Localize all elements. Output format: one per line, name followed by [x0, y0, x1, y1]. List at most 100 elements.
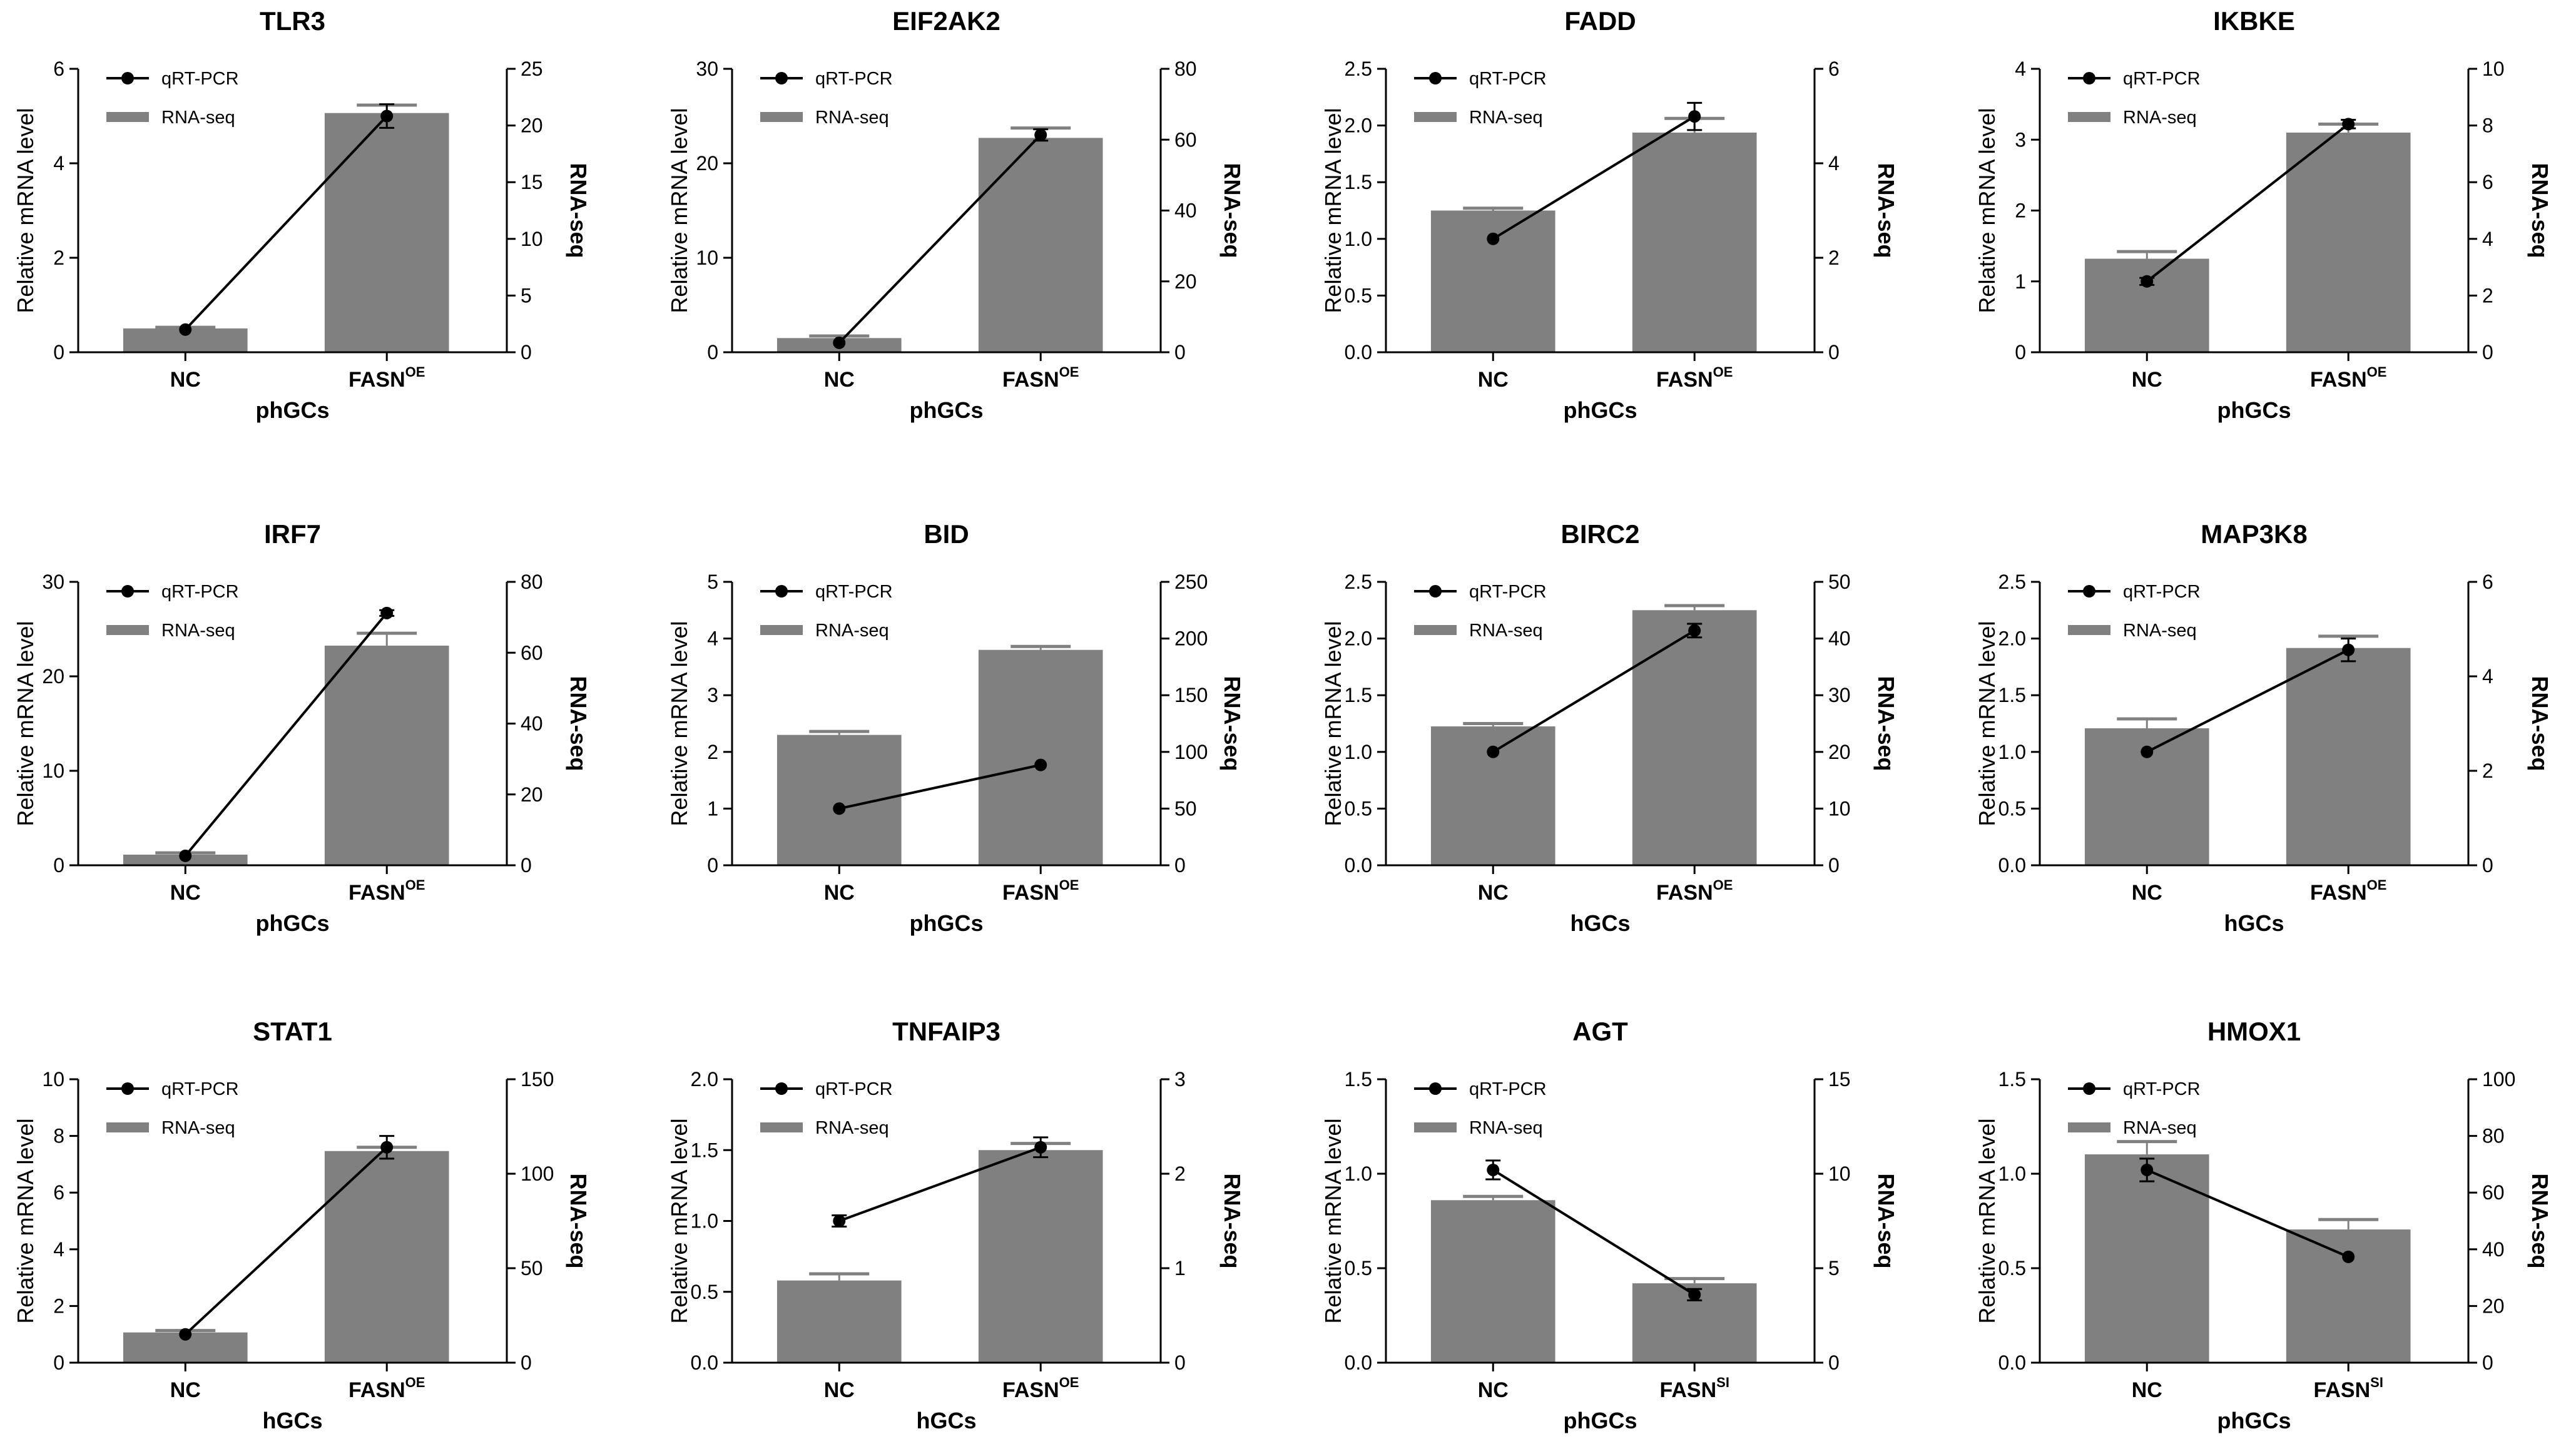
x-axis-title: hGCs: [916, 1408, 976, 1433]
left-tick-label: 0.0: [1345, 854, 1372, 877]
left-tick-label: 0.5: [1345, 1257, 1372, 1279]
left-tick-label: 4: [707, 628, 718, 650]
point-qrt-pcr-0: [833, 336, 846, 349]
category-label-base: FASN: [2310, 881, 2367, 905]
legend-label-qrt-pcr: qRT-PCR: [2123, 582, 2201, 602]
right-tick-label: 0: [1828, 1351, 1840, 1374]
right-axis-title: RNA-seq: [1219, 163, 1245, 258]
right-tick-label: 50: [521, 1257, 543, 1279]
legend-label-rna-seq: RNA-seq: [815, 621, 889, 641]
chart-panel-hmox1: HMOX1 0.0 0.5 1.0 1.5 0 20 40 60 80 100 NC FASNSI phG…: [1974, 1017, 2553, 1433]
x-axis-title: phGCs: [1563, 397, 1637, 423]
category-label-base: FASN: [1656, 368, 1713, 392]
right-tick-label: 6: [2482, 571, 2493, 593]
left-tick-label: 1.0: [1345, 741, 1372, 763]
category-label: FASNSI: [2313, 1375, 2383, 1402]
right-tick-label: 80: [521, 571, 543, 593]
legend-label-rna-seq: RNA-seq: [1469, 108, 1543, 128]
point-qrt-pcr-0: [179, 849, 192, 862]
right-tick-label: 0: [2482, 341, 2493, 364]
left-axis-title: Relative mRNA level: [1974, 1118, 2000, 1323]
category-label: NC: [1478, 368, 1509, 392]
left-tick-label: 0.5: [1345, 797, 1372, 820]
left-tick-label: 1.5: [1998, 1068, 2026, 1091]
right-tick-label: 3: [1174, 1068, 1186, 1091]
right-tick-label: 8: [2482, 114, 2493, 137]
legend-point-swatch: [775, 72, 788, 84]
right-tick-label: 40: [1828, 628, 1851, 650]
left-tick-label: 2: [53, 1294, 64, 1317]
category-label: NC: [170, 368, 201, 392]
x-axis-title: phGCs: [909, 910, 983, 936]
left-tick-label: 10: [696, 247, 718, 269]
right-axis-title: RNA-seq: [1219, 1173, 1245, 1268]
category-label-superscript: OE: [405, 1375, 425, 1390]
legend-bar-swatch: [2068, 112, 2110, 122]
bar-rna-seq-1: [1632, 610, 1757, 865]
left-axis-title: Relative mRNA level: [1320, 1118, 1346, 1323]
left-tick-label: 0: [707, 341, 718, 364]
category-label: FASNOE: [349, 364, 425, 392]
right-tick-label: 0: [1828, 341, 1840, 364]
legend-point-swatch: [775, 1082, 788, 1095]
legend-label-rna-seq: RNA-seq: [2123, 621, 2197, 641]
left-tick-label: 0.0: [1345, 1351, 1372, 1374]
category-label-base: FASN: [1659, 1378, 1716, 1402]
x-axis-title: hGCs: [2224, 910, 2284, 936]
point-qrt-pcr-0: [1487, 232, 1500, 245]
point-qrt-pcr-1: [1688, 1288, 1701, 1301]
legend-point-swatch: [1429, 585, 1442, 597]
left-axis-title: Relative mRNA level: [666, 108, 692, 313]
left-axis-title: Relative mRNA level: [13, 108, 38, 313]
category-label-base: NC: [2132, 368, 2162, 392]
chart-panel-ikbke: IKBKE 0 1 2 3 4 0 2 4 6 8 10 NC FASNOE phGCs Relative m…: [1974, 6, 2553, 423]
legend-point-swatch: [2083, 585, 2095, 597]
chart-panel-birc2: BIRC2 0.0 0.5 1.0 1.5 2.0 2.5 0 10 20 30 40 50 NC FASN…: [1320, 519, 1899, 936]
category-label-base: NC: [1478, 368, 1509, 392]
category-label-superscript: OE: [2367, 364, 2387, 380]
category-label-superscript: OE: [1059, 1375, 1079, 1390]
right-tick-label: 100: [2482, 1068, 2515, 1091]
left-tick-label: 4: [2015, 58, 2026, 80]
right-tick-label: 2: [2482, 760, 2493, 782]
category-label-superscript: SI: [1716, 1375, 1729, 1390]
left-tick-label: 1.0: [691, 1210, 718, 1233]
legend-label-qrt-pcr: qRT-PCR: [161, 69, 239, 89]
legend-point-swatch: [1429, 72, 1442, 84]
right-tick-label: 2: [1174, 1162, 1186, 1185]
line-qrt-pcr: [1492, 629, 1696, 753]
category-label-base: NC: [2132, 881, 2162, 905]
right-tick-label: 20: [2482, 1294, 2505, 1317]
x-axis-title: hGCs: [1570, 910, 1630, 936]
category-label-base: FASN: [349, 1378, 405, 1402]
chart-panel-fadd: FADD 0.0 0.5 1.0 1.5 2.0 2.5 0 2 4 6 NC FASNOE phGCs R…: [1320, 6, 1899, 423]
right-tick-label: 20: [521, 783, 543, 806]
point-qrt-pcr-1: [1034, 758, 1047, 771]
left-tick-label: 1: [707, 797, 718, 820]
line-qrt-pcr: [184, 115, 388, 331]
left-tick-label: 2.5: [1998, 571, 2026, 593]
right-axis-title: RNA-seq: [566, 163, 591, 258]
bar-rna-seq-1: [2286, 648, 2411, 865]
right-tick-label: 4: [2482, 228, 2493, 250]
left-tick-label: 0.5: [691, 1281, 718, 1303]
left-tick-label: 1.5: [1345, 171, 1372, 193]
point-qrt-pcr-0: [179, 323, 192, 336]
left-tick-label: 1.0: [1998, 1162, 2026, 1185]
right-tick-label: 10: [2482, 58, 2505, 80]
right-tick-label: 60: [521, 641, 543, 664]
right-tick-label: 60: [2482, 1181, 2505, 1204]
right-tick-label: 80: [1174, 58, 1197, 80]
category-label: FASNOE: [1002, 364, 1079, 392]
right-tick-label: 0: [1828, 854, 1840, 877]
point-qrt-pcr-0: [179, 1328, 192, 1341]
x-axis-title: phGCs: [255, 910, 329, 936]
legend-label-qrt-pcr: qRT-PCR: [161, 1079, 239, 1099]
legend-label-qrt-pcr: qRT-PCR: [1469, 69, 1547, 89]
legend-bar-swatch: [2068, 625, 2110, 635]
category-label: FASNOE: [349, 877, 425, 905]
category-label-superscript: OE: [1713, 364, 1733, 380]
category-label: FASNSI: [1659, 1375, 1729, 1402]
